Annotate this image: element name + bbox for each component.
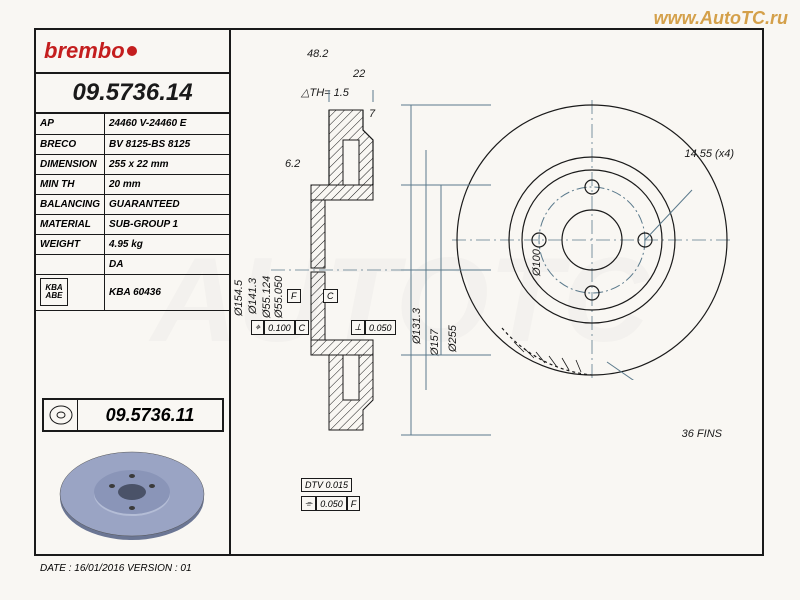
table-row: AP24460 V-24460 E	[36, 114, 229, 134]
dim-label: Ø154.5	[233, 280, 245, 316]
brand-logo: brembo	[36, 30, 229, 74]
dim-label: 22	[353, 68, 365, 80]
tolerance-box: ⟂0.050	[351, 320, 396, 335]
brand-text: brembo	[44, 38, 125, 64]
dim-label: Ø100	[531, 249, 543, 276]
dim-label: Ø55.050	[273, 276, 285, 318]
drawing-frame: brembo 09.5736.14 AP24460 V-24460 E BREC…	[34, 28, 764, 556]
projection-lines	[401, 90, 491, 450]
part-number: 09.5736.14	[36, 74, 229, 114]
table-row: DA	[36, 254, 229, 274]
table-row: KBAABE KBA 60436	[36, 274, 229, 310]
dim-label: Ø55.124	[261, 276, 273, 318]
alt-part-box: 09.5736.11	[42, 398, 224, 432]
table-row: MATERIALSUB-GROUP 1	[36, 214, 229, 234]
front-view	[452, 100, 732, 380]
dim-label: Ø141.3	[247, 278, 259, 314]
datum-f: F	[287, 286, 301, 304]
section-view	[271, 90, 401, 450]
table-row: DIMENSION255 x 22 mm	[36, 154, 229, 174]
drawing-area: 48.2 22 △TH= 1.5 7 6.2	[231, 30, 762, 554]
tolerance-box: ⌯0.050F	[301, 496, 360, 511]
dim-label: 48.2	[307, 48, 328, 60]
kba-icon: KBAABE	[40, 278, 68, 306]
dim-label: 14.55 (x4)	[684, 148, 734, 160]
logo-dot-icon	[127, 46, 137, 56]
spec-table: AP24460 V-24460 E BRECOBV 8125-BS 8125 D…	[36, 114, 229, 311]
watermark-url: www.AutoTC.ru	[654, 8, 788, 29]
tolerance-box: ⌖0.100C	[251, 320, 309, 335]
date-version: DATE : 16/01/2016 VERSION : 01	[40, 563, 192, 574]
table-row: BRECOBV 8125-BS 8125	[36, 134, 229, 154]
disc-icon	[44, 400, 78, 430]
table-row: BALANCINGGUARANTEED	[36, 194, 229, 214]
table-row: WEIGHT4.95 kg	[36, 234, 229, 254]
product-image	[54, 448, 209, 546]
alt-part-number: 09.5736.11	[78, 405, 222, 426]
tolerance-box: DTV 0.015	[301, 478, 352, 492]
spec-column: brembo 09.5736.14 AP24460 V-24460 E BREC…	[36, 30, 231, 554]
table-row: MIN TH20 mm	[36, 174, 229, 194]
dim-label: 36 FINS	[682, 428, 722, 440]
datum-c: C	[323, 286, 338, 304]
